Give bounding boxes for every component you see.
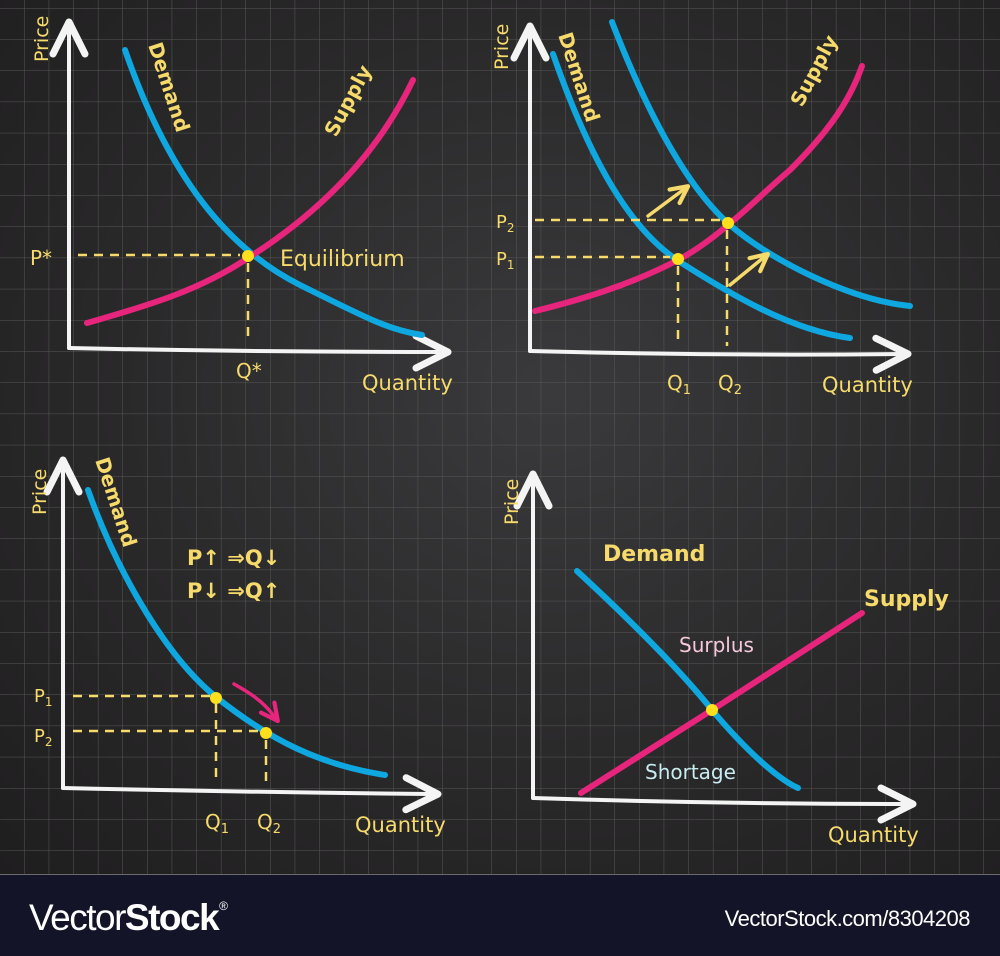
shift-arrow-upper bbox=[646, 184, 691, 218]
equilibrium-label: Equilibrium bbox=[280, 247, 405, 272]
q1-label: Q1 bbox=[205, 810, 229, 837]
brand-bold: Stock bbox=[124, 897, 220, 938]
supply-label: Supply bbox=[864, 587, 949, 612]
point-1 bbox=[210, 692, 222, 704]
shortage-label: Shortage bbox=[645, 760, 736, 784]
p-star-label: P* bbox=[30, 246, 52, 270]
surplus-label: Surplus bbox=[679, 633, 754, 657]
brand-light: Vector bbox=[29, 897, 126, 938]
chart-surplus-shortage: Price Demand Supply Surplus Shortage Qua… bbox=[501, 470, 949, 847]
quantity-axis-label: Quantity bbox=[355, 813, 446, 837]
price-axis-label: Price bbox=[501, 479, 523, 525]
q-star-label: Q* bbox=[236, 359, 262, 383]
shift-arrow-lower bbox=[728, 251, 770, 287]
quantity-axis-label: Quantity bbox=[822, 373, 913, 397]
equilibrium-point bbox=[242, 250, 254, 262]
q2-label: Q2 bbox=[718, 371, 742, 398]
equilibrium-point-2 bbox=[722, 217, 734, 229]
price-axis-label: Price bbox=[491, 24, 513, 70]
price-axis-label: Price bbox=[31, 16, 53, 62]
p2-label: P2 bbox=[34, 726, 53, 749]
quantity-axis-label: Quantity bbox=[828, 823, 919, 847]
grid-background bbox=[0, 0, 1000, 874]
quantity-axis-label: Quantity bbox=[362, 371, 453, 395]
price-axis-label: Price bbox=[29, 469, 51, 515]
x-axis bbox=[531, 784, 917, 824]
rule-price-up: P↑ ⇒Q↓ bbox=[187, 546, 280, 570]
point-2 bbox=[260, 727, 272, 739]
q1-label: Q1 bbox=[667, 371, 691, 398]
p2-label: P2 bbox=[496, 212, 515, 235]
chalkboard: Price Demand Supply Equilibrium P* Q* Qu… bbox=[0, 0, 1000, 874]
p1-label: P1 bbox=[34, 686, 53, 709]
chart-demand-shift: Price Demand Supply P2 P1 Q1 Q2 Quantity bbox=[491, 19, 913, 398]
x-axis bbox=[61, 774, 442, 814]
movement-arrow bbox=[232, 682, 280, 724]
rule-price-down: P↓ ⇒Q↑ bbox=[187, 579, 280, 603]
watermark-footer: VectorStock® VectorStock.com/8304208 bbox=[0, 874, 1000, 956]
registered-mark: ® bbox=[219, 899, 228, 913]
equilibrium-point-1 bbox=[672, 253, 684, 265]
image-reference: VectorStock.com/8304208 bbox=[724, 906, 971, 931]
supply-curve bbox=[532, 63, 865, 314]
demand-curve bbox=[122, 47, 425, 338]
equilibrium-point bbox=[706, 704, 718, 716]
demand-label: Demand bbox=[603, 542, 705, 567]
x-axis bbox=[528, 334, 912, 374]
diagram-canvas: Price Demand Supply Equilibrium P* Q* Qu… bbox=[0, 0, 1000, 874]
q2-label: Q2 bbox=[257, 810, 281, 837]
p1-label: P1 bbox=[496, 249, 515, 272]
vectorstock-logo: VectorStock® bbox=[29, 897, 228, 939]
x-axis bbox=[67, 332, 452, 372]
